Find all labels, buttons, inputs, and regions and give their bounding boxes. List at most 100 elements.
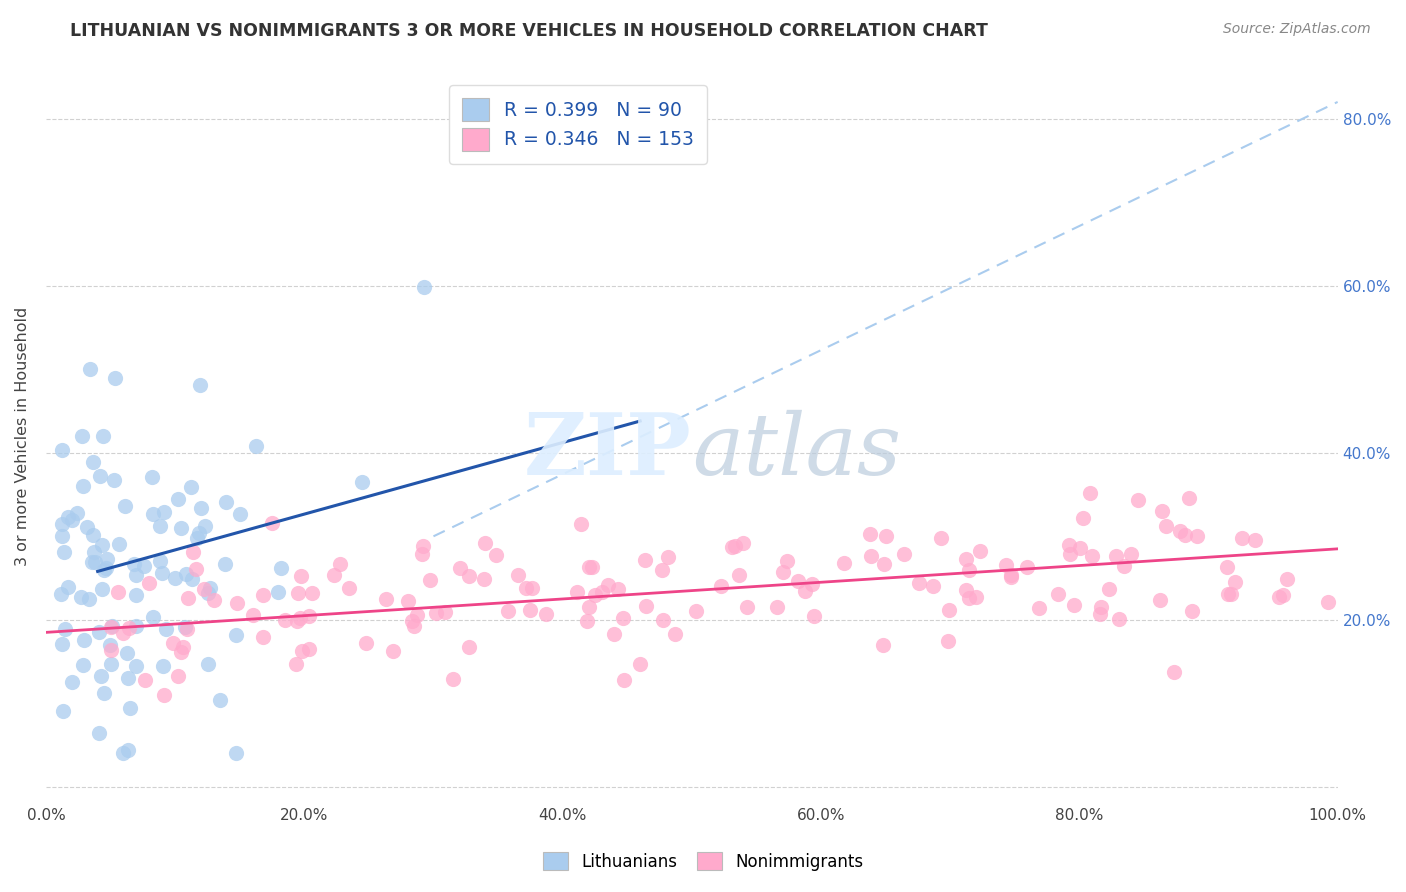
Point [1081,549,1104,564]
Point [634,599,657,613]
Point [290,568,312,582]
Point [215,495,238,509]
Point [60,675,83,690]
Point [354,636,377,650]
Point [425,606,447,620]
Point [152,658,174,673]
Point [651,613,673,627]
Point [800,576,823,591]
Point [1088,607,1111,621]
Point [177,591,200,605]
Point [1028,600,1050,615]
Point [51,637,73,651]
Point [93,686,115,700]
Point [104,371,127,385]
Point [186,562,208,576]
Point [583,588,606,602]
Point [908,575,931,590]
Point [298,642,321,657]
Point [180,572,202,586]
Text: Source: ZipAtlas.com: Source: ZipAtlas.com [1223,22,1371,37]
Point [252,631,274,645]
Point [1057,538,1080,552]
Point [406,607,429,622]
Text: ZIP: ZIP [524,409,692,492]
Point [458,569,481,583]
Point [287,585,309,599]
Point [569,517,592,532]
Point [520,581,543,595]
Point [267,584,290,599]
Point [596,578,619,592]
Point [1232,531,1254,545]
Point [176,622,198,636]
Point [51,516,73,531]
Point [485,548,508,562]
Point [498,604,520,618]
Point [77,592,100,607]
Point [226,596,249,610]
Point [72,479,94,493]
Point [519,603,541,617]
Point [56,509,79,524]
Point [955,552,977,566]
Point [98,638,121,652]
Point [190,500,212,515]
Point [957,591,980,606]
Point [1098,582,1121,596]
Point [834,557,856,571]
Point [721,541,744,555]
Point [120,701,142,715]
Point [100,620,122,634]
Point [612,611,634,625]
Point [337,581,360,595]
Point [117,621,139,635]
Point [66,506,89,520]
Point [91,538,114,552]
Point [89,726,111,740]
Point [89,468,111,483]
Point [288,611,311,625]
Legend: Lithuanians, Nonimmigrants: Lithuanians, Nonimmigrants [534,844,872,880]
Point [76,520,98,534]
Point [1000,567,1022,582]
Point [52,704,75,718]
Point [53,622,76,636]
Point [1243,533,1265,547]
Point [413,280,436,294]
Point [180,480,202,494]
Point [193,582,215,596]
Point [1185,529,1208,543]
Point [859,527,882,541]
Point [929,532,952,546]
Point [90,582,112,597]
Text: LITHUANIAN VS NONIMMIGRANTS 3 OR MORE VEHICLES IN HOUSEHOLD CORRELATION CHART: LITHUANIAN VS NONIMMIGRANTS 3 OR MORE VE… [70,22,988,40]
Point [56,580,79,594]
Point [772,565,794,579]
Point [873,558,896,572]
Point [1150,504,1173,518]
Point [922,579,945,593]
Point [52,545,75,559]
Point [1108,612,1130,626]
Point [1090,599,1112,614]
Point [112,626,135,640]
Point [163,571,186,585]
Point [166,492,188,507]
Point [208,693,231,707]
Point [1105,549,1128,564]
Point [152,688,174,702]
Point [1174,528,1197,542]
Point [794,584,817,599]
Point [174,567,197,582]
Point [138,576,160,591]
Point [402,619,425,633]
Point [578,600,600,615]
Point [187,525,209,540]
Point [125,658,148,673]
Point [606,582,628,596]
Point [710,579,733,593]
Point [1268,590,1291,604]
Point [194,519,217,533]
Point [536,607,558,621]
